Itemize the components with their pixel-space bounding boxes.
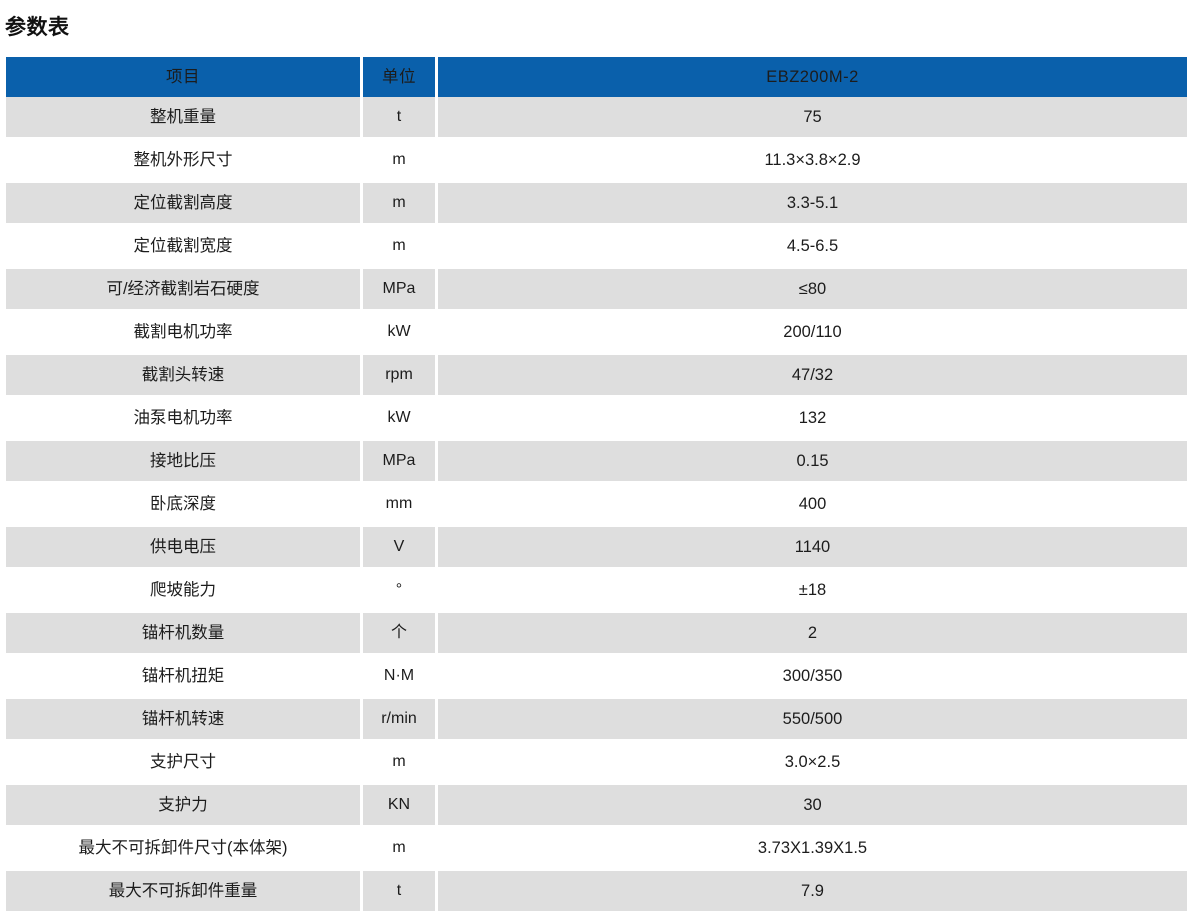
cell-unit: r/min (363, 699, 438, 742)
cell-value: ≤80 (438, 269, 1187, 312)
cell-unit: m (363, 183, 438, 226)
cell-value: 0.15 (438, 441, 1187, 484)
table-row: 截割电机功率 kW 200/110 (6, 312, 1187, 355)
table-row: 供电电压 V 1140 (6, 527, 1187, 570)
cell-unit: V (363, 527, 438, 570)
cell-value: 7.9 (438, 871, 1187, 914)
cell-value: 400 (438, 484, 1187, 527)
table-header: 项目 单位 EBZ200M-2 (6, 57, 1187, 97)
cell-item: 最大不可拆卸件重量 (6, 871, 363, 914)
table-row: 截割头转速 rpm 47/32 (6, 355, 1187, 398)
cell-value: 3.3-5.1 (438, 183, 1187, 226)
table-row: 锚杆机扭矩 N·M 300/350 (6, 656, 1187, 699)
cell-unit: rpm (363, 355, 438, 398)
table-row: 定位截割宽度 m 4.5-6.5 (6, 226, 1187, 269)
cell-value: 132 (438, 398, 1187, 441)
cell-value: 11.3×3.8×2.9 (438, 140, 1187, 183)
cell-unit: kW (363, 398, 438, 441)
cell-unit: t (363, 97, 438, 140)
cell-unit: N·M (363, 656, 438, 699)
cell-value: ±18 (438, 570, 1187, 613)
cell-unit: t (363, 871, 438, 914)
table-row: 最大不可拆卸件尺寸(本体架) m 3.73X1.39X1.5 (6, 828, 1187, 871)
column-header-item: 项目 (6, 57, 363, 97)
cell-item: 整机外形尺寸 (6, 140, 363, 183)
cell-value: 3.73X1.39X1.5 (438, 828, 1187, 871)
cell-item: 截割电机功率 (6, 312, 363, 355)
cell-item: 支护尺寸 (6, 742, 363, 785)
column-header-model: EBZ200M-2 (438, 57, 1187, 97)
cell-item: 锚杆机扭矩 (6, 656, 363, 699)
table-row: 卧底深度 mm 400 (6, 484, 1187, 527)
table-row: 锚杆机数量个 2 (6, 613, 1187, 656)
cell-unit: ° (363, 570, 438, 613)
cell-item: 定位截割高度 (6, 183, 363, 226)
table-row: 定位截割高度 m 3.3-5.1 (6, 183, 1187, 226)
cell-value: 1140 (438, 527, 1187, 570)
table-row: 整机重量 t 75 (6, 97, 1187, 140)
cell-unit: mm (363, 484, 438, 527)
cell-unit: MPa (363, 269, 438, 312)
parameter-table-page: 参数表 项目 单位 EBZ200M-2 整机重量 t 75 整机外形尺寸 m 11.3×3… (5, 16, 1187, 914)
cell-item: 油泵电机功率 (6, 398, 363, 441)
table-row: 接地比压 MPa 0.15 (6, 441, 1187, 484)
table-row: 支护尺寸 m 3.0×2.5 (6, 742, 1187, 785)
table-row: 油泵电机功率 kW 132 (6, 398, 1187, 441)
cell-unit: MPa (363, 441, 438, 484)
cell-unit: kW (363, 312, 438, 355)
cell-item: 最大不可拆卸件尺寸(本体架) (6, 828, 363, 871)
cell-item: 整机重量 (6, 97, 363, 140)
table-row: 可/经济截割岩石硬度 MPa ≤80 (6, 269, 1187, 312)
table-body: 整机重量 t 75 整机外形尺寸 m 11.3×3.8×2.9 定位截割高度 m 3.3-5.1… (6, 97, 1187, 914)
cell-value: 200/110 (438, 312, 1187, 355)
cell-item: 截割头转速 (6, 355, 363, 398)
cell-item: 锚杆机数量 (6, 613, 363, 656)
cell-value: 4.5-6.5 (438, 226, 1187, 269)
cell-item: 定位截割宽度 (6, 226, 363, 269)
cell-value: 3.0×2.5 (438, 742, 1187, 785)
cell-value: 47/32 (438, 355, 1187, 398)
cell-value: 30 (438, 785, 1187, 828)
table-row: 支护力 KN 30 (6, 785, 1187, 828)
page-title: 参数表 (5, 16, 70, 39)
cell-item: 爬坡能力 (6, 570, 363, 613)
cell-item: 卧底深度 (6, 484, 363, 527)
cell-item: 支护力 (6, 785, 363, 828)
cell-item: 锚杆机转速 (6, 699, 363, 742)
table-row: 爬坡能力 ° ±18 (6, 570, 1187, 613)
cell-unit: m (363, 742, 438, 785)
cell-unit: m (363, 226, 438, 269)
specification-table: 项目 单位 EBZ200M-2 整机重量 t 75 整机外形尺寸 m 11.3×3.8×2… (6, 57, 1187, 914)
cell-value: 550/500 (438, 699, 1187, 742)
cell-unit: 个 (363, 613, 438, 656)
cell-value: 300/350 (438, 656, 1187, 699)
cell-item: 可/经济截割岩石硬度 (6, 269, 363, 312)
table-row: 整机外形尺寸 m 11.3×3.8×2.9 (6, 140, 1187, 183)
table-row: 锚杆机转速 r/min 550/500 (6, 699, 1187, 742)
cell-unit: m (363, 140, 438, 183)
cell-unit: m (363, 828, 438, 871)
table-row: 最大不可拆卸件重量 t 7.9 (6, 871, 1187, 914)
cell-value: 2 (438, 613, 1187, 656)
cell-item: 供电电压 (6, 527, 363, 570)
cell-item: 接地比压 (6, 441, 363, 484)
cell-value: 75 (438, 97, 1187, 140)
cell-unit: KN (363, 785, 438, 828)
table-header-row: 项目 单位 EBZ200M-2 (6, 57, 1187, 97)
column-header-unit: 单位 (363, 57, 438, 97)
